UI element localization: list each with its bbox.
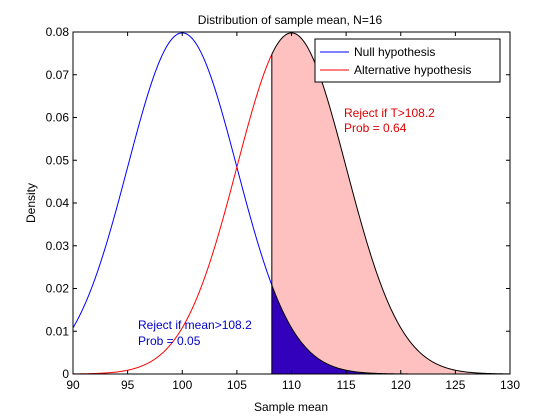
chart-title: Distribution of sample mean, N=16 <box>198 13 383 27</box>
legend-label-alternative: Alternative hypothesis <box>354 63 471 77</box>
shaded-region-null <box>271 285 510 374</box>
y-axis-label: Density <box>24 183 38 223</box>
y-tick-label: 0.01 <box>46 324 70 338</box>
y-tick-label: 0.05 <box>46 153 70 167</box>
x-tick-label: 100 <box>172 378 192 392</box>
y-tick-label: 0.06 <box>46 111 70 125</box>
annotation-alternative: Reject if T>108.2 Prob = 0.64 <box>344 106 435 135</box>
curve-alternative-tail-outline <box>271 32 511 375</box>
curve-null <box>72 32 273 329</box>
y-tick-label: 0.02 <box>46 282 70 296</box>
x-tick-label: 105 <box>227 378 247 392</box>
x-tick-label: 95 <box>121 378 135 392</box>
legend: Null hypothesis Alternative hypothesis <box>314 38 501 83</box>
curve-alternative <box>72 54 273 375</box>
shaded-regions <box>271 32 510 374</box>
annotation-null: Reject if mean>108.2 Prob = 0.05 <box>138 318 252 348</box>
legend-box <box>314 38 501 83</box>
x-axis-label: Sample mean <box>254 400 328 414</box>
y-tick-label: 0.08 <box>46 25 70 39</box>
x-tick-label: 90 <box>66 378 80 392</box>
x-tick-label: 130 <box>500 378 520 392</box>
x-tick-label: 120 <box>391 378 411 392</box>
y-tick-label: 0 <box>62 367 69 381</box>
annotation-alternative-line-1: Reject if T>108.2 <box>344 106 435 120</box>
y-tick-label: 0.04 <box>46 196 70 210</box>
annotation-null-line-2: Prob = 0.05 <box>138 334 201 348</box>
x-tick-label: 125 <box>445 378 465 392</box>
x-tick-label: 115 <box>337 378 356 392</box>
annotation-alternative-line-2: Prob = 0.64 <box>344 121 407 135</box>
annotation-null-line-1: Reject if mean>108.2 <box>138 318 252 332</box>
legend-label-null: Null hypothesis <box>354 45 435 59</box>
y-tick-label: 0.07 <box>46 68 70 82</box>
y-tick-label: 0.03 <box>46 239 70 253</box>
shaded-region-alternative <box>271 32 510 374</box>
y-axis-ticks: 0 0.01 0.02 0.03 0.04 0.05 0.06 0.07 0.08 <box>46 25 510 381</box>
x-tick-label: 110 <box>282 378 301 392</box>
x-axis-ticks: 90 95 100 105 110 115 120 125 130 <box>66 32 520 392</box>
